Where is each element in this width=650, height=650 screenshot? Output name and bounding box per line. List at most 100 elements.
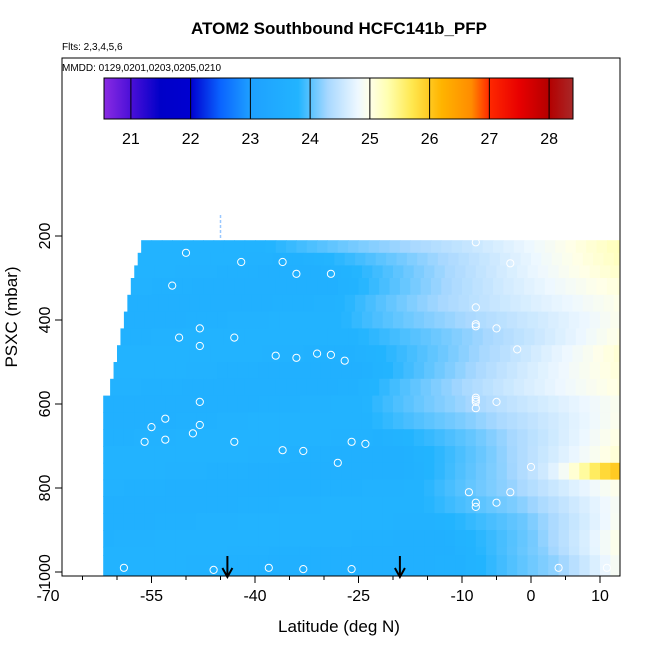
colorbar-tick-label: 21 [122,131,140,148]
heatmap-cell [568,429,580,447]
heatmap-cell [572,294,584,313]
arrow-marker [221,556,234,580]
heatmap-cell [227,395,239,413]
heatmap-cell [244,378,256,397]
observation-point [492,324,501,333]
heatmap-cell [165,462,177,481]
heatmap-cell [324,345,335,363]
heatmap-cell [217,311,228,329]
heatmap-cell [196,462,208,481]
heatmap-cell [103,429,115,447]
heatmap-cell [296,378,308,397]
heatmap-cell [430,378,442,397]
heatmap-cell [479,252,491,266]
heatmap-cell [289,530,301,548]
x-tick-label: -70 [36,588,59,605]
heatmap-cell [465,412,477,430]
heatmap-cell [361,479,373,497]
heatmap-cell [134,513,146,531]
heatmap-cell [544,378,556,397]
heatmap-cell [517,555,529,576]
heatmap-cell [175,395,187,413]
heatmap-cell [393,462,404,481]
heatmap-cell [168,345,180,363]
heatmap-cell [641,312,650,329]
heatmap-cell [206,496,218,514]
heatmap-cell [134,446,146,464]
heatmap-cell [268,496,280,514]
heatmap-cell [393,530,404,548]
heatmap-cell [524,378,536,397]
heatmap-cell [299,530,311,548]
heatmap-cell [434,412,446,430]
heatmap-cell [465,265,477,279]
heatmap-cell [268,395,280,413]
heatmap-cell [299,513,311,531]
heatmap-cell [186,395,197,413]
observation-point [361,439,370,448]
heatmap-cell [120,328,132,346]
heatmap-cell [386,345,398,363]
heatmap-cell [486,395,498,413]
heatmap-cell [489,345,501,363]
heatmap-cell [641,412,650,429]
heatmap-cell [424,546,435,556]
heatmap-cell [527,265,539,279]
heatmap-cell [337,378,349,397]
heatmap-cell [123,513,135,531]
heatmap-cell [568,412,580,430]
heatmap-cell [503,378,515,397]
heatmap-cell [261,252,273,266]
heatmap-cell [289,395,301,413]
heatmap-cell [227,265,239,279]
heatmap-cell [355,252,366,266]
heatmap-cell [403,311,415,329]
heatmap-cell [161,240,173,254]
heatmap-cell [310,395,322,413]
heatmap-cell [361,462,373,481]
heatmap-cell [382,555,394,576]
heatmap-cell [489,294,501,313]
heatmap-cell [151,378,163,397]
heatmap-cell [282,294,294,313]
heatmap-cell [621,265,632,278]
observation-point [313,349,322,358]
heatmap-cell [568,395,580,413]
heatmap-cell [465,530,477,548]
heatmap-cell [172,240,184,254]
heatmap-cell [575,378,587,397]
heatmap-cell [413,265,425,279]
heatmap-cell [375,252,387,266]
heatmap-cell [341,446,353,464]
heatmap-cell [113,546,125,556]
heatmap-cell [628,328,639,345]
heatmap-cell [610,555,620,576]
heatmap-cell [506,429,518,447]
heatmap-cell [544,240,556,254]
heatmap-cell [465,513,477,531]
y-tick-label: 1000 [37,554,54,590]
colorbar-gradient [104,78,573,119]
observation-point [471,395,480,404]
heatmap-cell [444,555,456,576]
heatmap-cell [348,240,360,254]
heatmap-cell [399,278,411,296]
heatmap-cell [327,240,339,254]
heatmap-cell [134,412,146,430]
observation-point [340,356,349,365]
heatmap-cell [406,252,418,266]
heatmap-cell [248,429,260,447]
observation-point [299,565,308,574]
heatmap-cell [192,378,204,397]
heatmap-cell [503,240,515,254]
heatmap-cell [527,429,539,447]
heatmap-cell [310,446,322,464]
heatmap-cell [175,530,187,548]
heatmap-cell [417,345,429,363]
heatmap-cell [172,278,184,296]
heatmap-cell [448,345,460,363]
observation-point [347,437,356,446]
heatmap-cell [103,395,115,413]
heatmap-cell [165,513,177,531]
heatmap-cell [303,345,315,363]
